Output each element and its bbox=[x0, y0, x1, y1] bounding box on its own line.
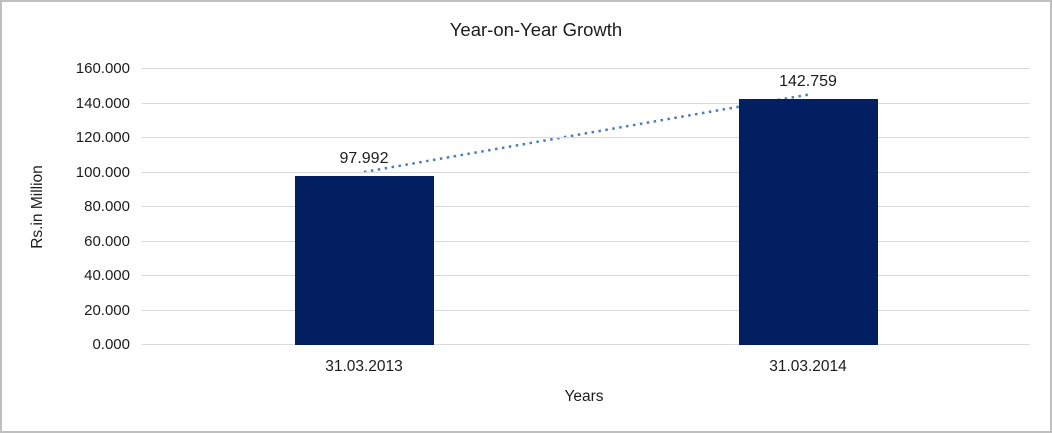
bar-31.03.2014 bbox=[738, 98, 878, 345]
gridline bbox=[142, 344, 1030, 345]
y-axis-tick-label: 60.000 bbox=[84, 232, 130, 250]
x-axis-tick-label: 31.03.2014 bbox=[769, 358, 847, 375]
y-axis-tick-label: 20.000 bbox=[84, 301, 130, 319]
y-axis-tick-label: 40.000 bbox=[84, 267, 130, 284]
trendline bbox=[363, 93, 809, 174]
gridline bbox=[142, 309, 1030, 311]
data-label: 142.759 bbox=[779, 72, 837, 90]
y-axis-tick-label: 100.000 bbox=[75, 163, 130, 181]
gridline bbox=[142, 275, 1030, 276]
gridline bbox=[142, 137, 1030, 138]
y-axis-tick-label: 0.000 bbox=[92, 336, 130, 353]
trendline-layer bbox=[363, 93, 809, 174]
y-axis-tick-label: 80.000 bbox=[84, 198, 130, 215]
x-axis-tick-label: 31.03.2013 bbox=[325, 358, 403, 375]
data-label: 97.992 bbox=[339, 150, 389, 167]
gridline bbox=[142, 240, 1030, 242]
y-axis-tick-labels: 0.000 20.000 40.000 60.000 80.000 100.000 120.… bbox=[2, 60, 130, 353]
gridline bbox=[142, 102, 1030, 104]
gridline bbox=[142, 206, 1030, 207]
bar-31.03.2013 bbox=[294, 176, 434, 345]
chart-title: Year-on-Year Growth bbox=[449, 19, 623, 40]
y-axis-tick-label: 160.000 bbox=[75, 60, 130, 77]
gridline bbox=[142, 171, 1030, 173]
y-axis-tick-label: 140.000 bbox=[75, 94, 130, 112]
plot-area: 97.992 142.759 bbox=[142, 68, 1030, 345]
gridline bbox=[142, 68, 1030, 69]
x-axis-title: Years bbox=[564, 388, 604, 405]
y-axis-tick-label: 120.000 bbox=[75, 129, 130, 146]
x-axis-tick-labels: 31.03.2013 31.03.2014 bbox=[142, 358, 1030, 378]
